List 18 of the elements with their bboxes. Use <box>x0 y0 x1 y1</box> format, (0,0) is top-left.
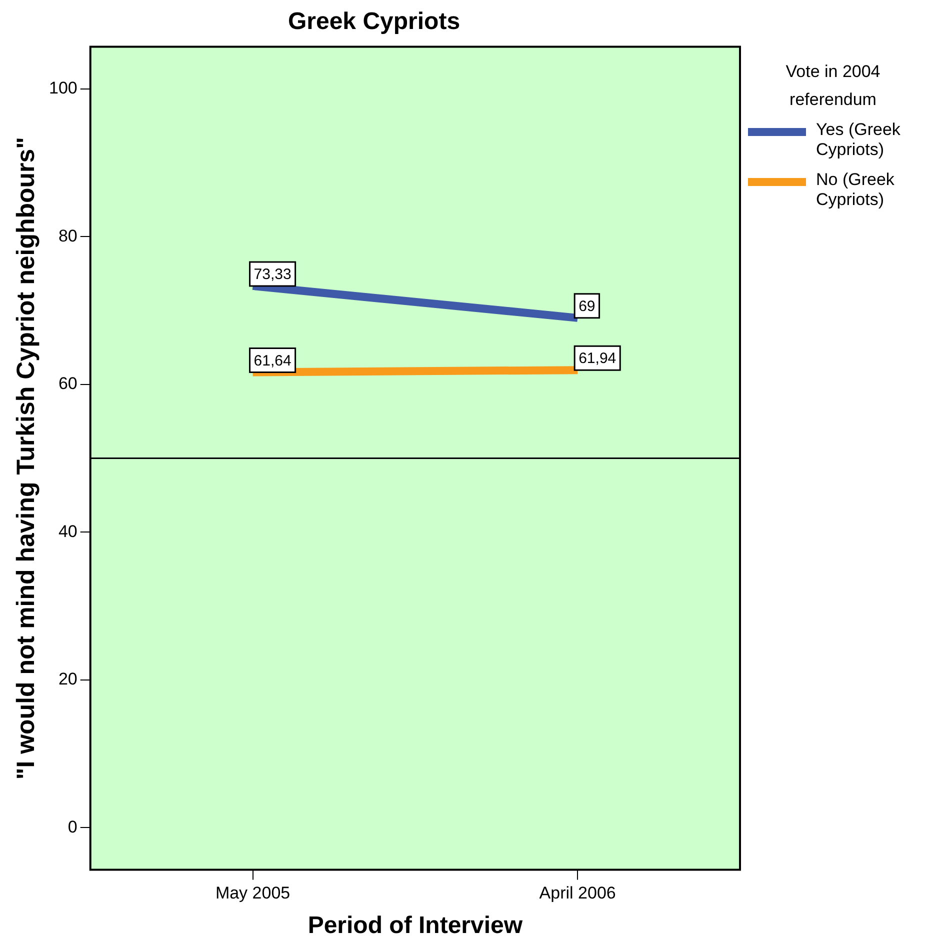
y-tick-label: 0 <box>68 817 78 836</box>
y-tick-label: 60 <box>58 374 78 394</box>
data-label: 73,33 <box>254 266 292 284</box>
x-tick-label: May 2005 <box>215 884 290 903</box>
y-tick-label: 100 <box>48 78 78 98</box>
y-axis-title: "I would not mind having Turkish Cypriot neighbours" <box>12 136 40 780</box>
data-label: 61,94 <box>578 350 616 368</box>
chart-title: Greek Cypriots <box>288 8 460 36</box>
x-axis-title: Period of Interview <box>308 912 523 940</box>
y-tick-label: 20 <box>58 670 78 689</box>
data-label: 69 <box>578 298 596 316</box>
y-tick-label: 80 <box>58 226 78 246</box>
legend-label: No (Greek Cypriots) <box>816 170 896 210</box>
y-tick-label: 40 <box>58 522 78 541</box>
data-label: 61,64 <box>254 352 292 370</box>
x-tick-label: April 2006 <box>539 884 616 903</box>
legend-label: Yes (Greek Cypriots) <box>816 120 902 160</box>
legend-title: Vote in 2004 referendum <box>784 61 882 111</box>
